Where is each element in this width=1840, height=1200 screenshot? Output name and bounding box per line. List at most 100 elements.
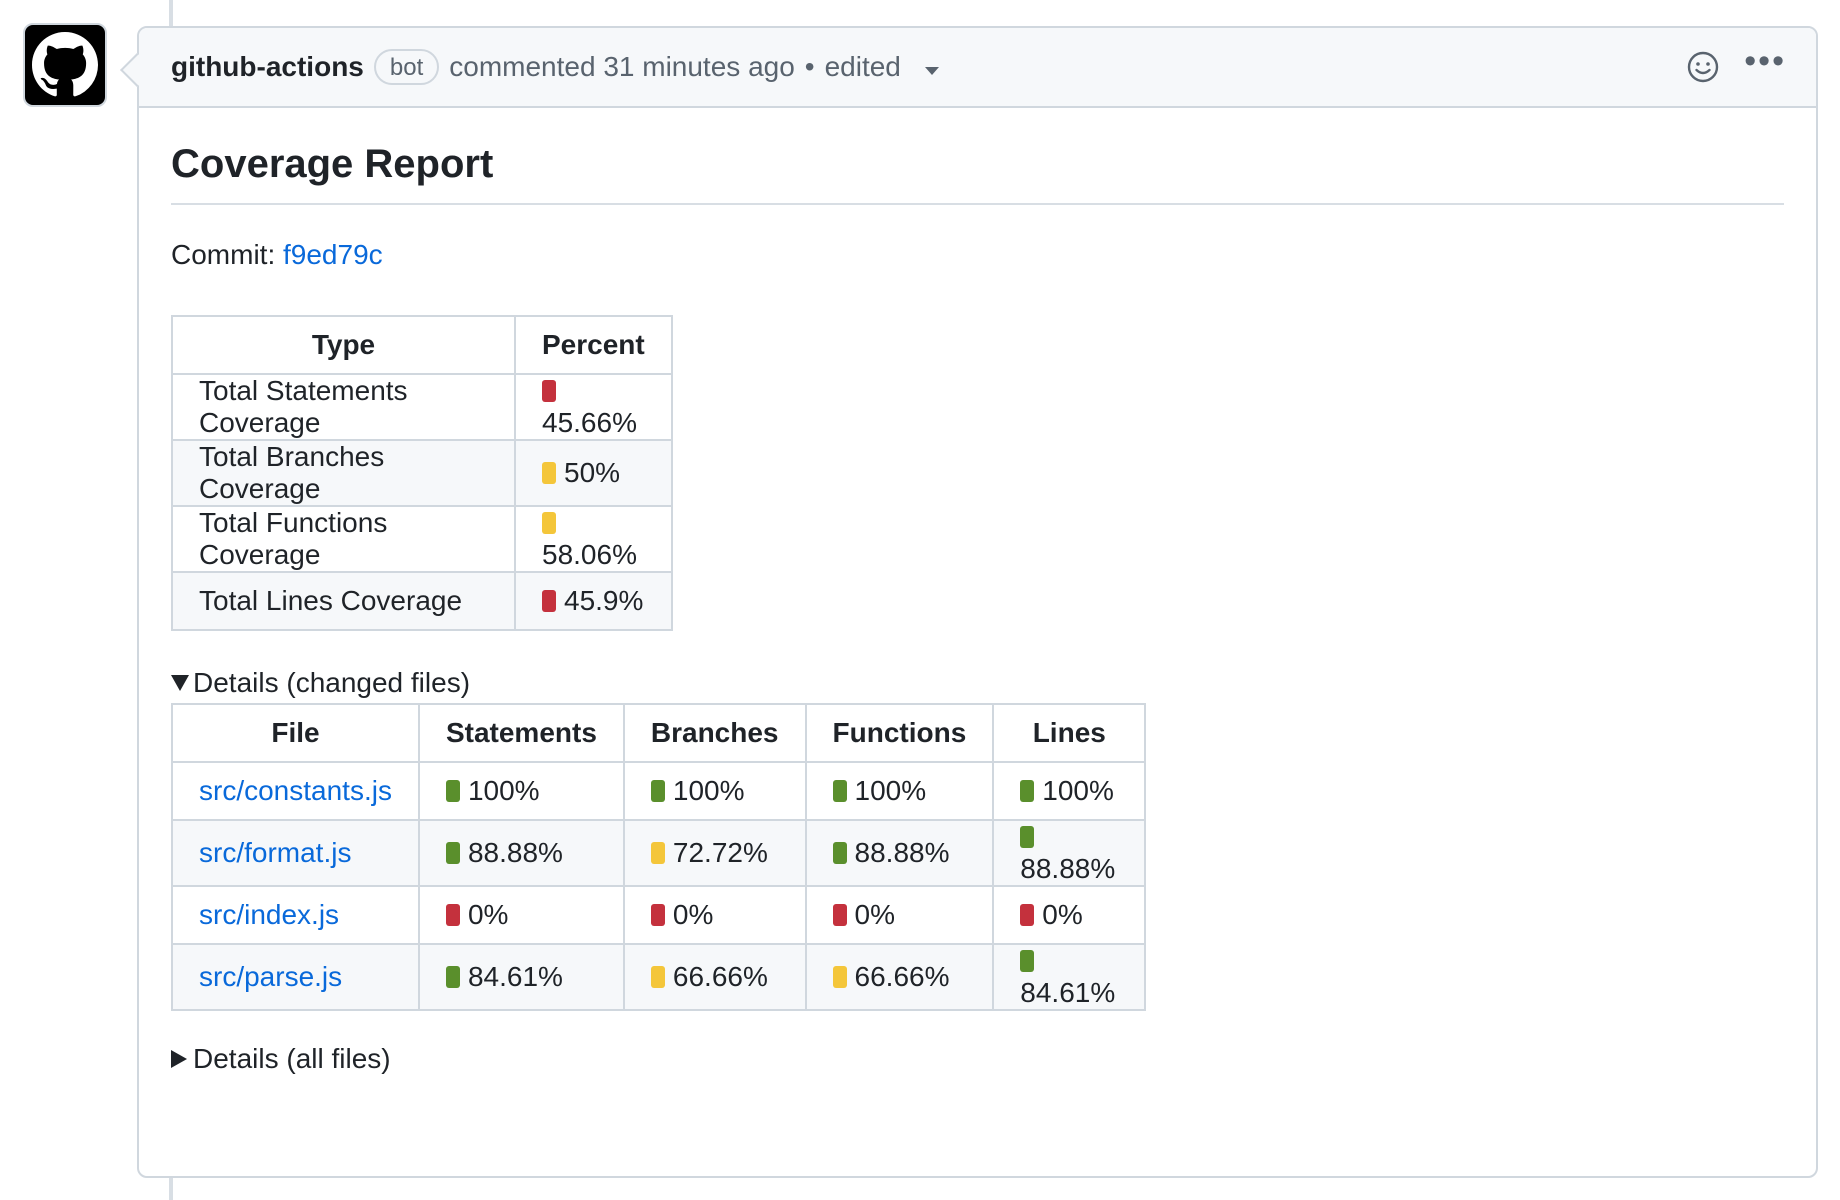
functions-cell: 88.88% [804, 819, 995, 887]
author-link[interactable]: github-actions [171, 51, 364, 82]
branches-cell: 100% [622, 761, 807, 821]
summary-table: Type Percent Total Statements Coverage 45… [171, 315, 673, 631]
commit-label: Commit: [171, 239, 283, 270]
coverage-percent: 45.9% [564, 585, 644, 616]
functions-cell: 66.66% [804, 943, 995, 1011]
file-cell: src/index.js [171, 885, 420, 945]
statements-value: 100% [467, 775, 540, 806]
triangle-right-icon [171, 1050, 187, 1068]
statements-cell: 0% [417, 885, 625, 945]
summary-row: Total Functions Coverage 58.06% [171, 505, 673, 573]
lines-value: 84.61% [1020, 977, 1116, 1008]
file-link[interactable]: src/index.js [199, 899, 340, 930]
lines-cell: 0% [992, 885, 1147, 945]
files-header-branches: Branches [622, 703, 807, 763]
summary-header-percent: Percent [514, 315, 673, 375]
branches-cell: 66.66% [622, 943, 807, 1011]
avatar[interactable] [23, 23, 107, 107]
status-square-yellow [650, 842, 665, 864]
status-square-green [445, 966, 460, 988]
report-title: Coverage Report [171, 108, 1784, 205]
details-all-label: Details (all files) [193, 1043, 391, 1074]
status-square-green [832, 842, 847, 864]
comment-body: Coverage Report Commit: f9ed79c Type Per… [139, 108, 1816, 1075]
statements-value: 0% [467, 899, 509, 930]
coverage-percent: 45.66% [542, 407, 637, 438]
branches-value: 66.66% [672, 961, 768, 992]
status-square-red [445, 904, 460, 926]
summary-row: Total Branches Coverage 50% [171, 439, 673, 507]
file-row: src/constants.js 100% 100% 100% 100% [171, 761, 1147, 821]
files-header-statements: Statements [417, 703, 625, 763]
details-changed-toggle[interactable]: Details (changed files) [171, 667, 1784, 699]
coverage-type: Total Lines Coverage [171, 571, 516, 631]
bot-badge: bot [373, 49, 440, 85]
file-link[interactable]: src/parse.js [199, 961, 343, 992]
summary-header-type: Type [171, 315, 516, 375]
lines-value: 88.88% [1020, 853, 1116, 884]
coverage-percent: 50% [564, 457, 621, 488]
edited-dropdown[interactable]: edited [825, 51, 939, 83]
file-link[interactable]: src/constants.js [199, 775, 392, 806]
branches-cell: 0% [622, 885, 807, 945]
functions-value: 66.66% [854, 961, 950, 992]
status-square-red [832, 904, 847, 926]
commit-line: Commit: f9ed79c [171, 239, 1784, 271]
comment-timestamp[interactable]: commented 31 minutes ago [449, 51, 795, 82]
coverage-type: Total Functions Coverage [171, 505, 516, 573]
kebab-horizontal-icon[interactable]: ••• [1744, 42, 1786, 80]
file-cell: src/constants.js [171, 761, 420, 821]
coverage-percent-cell: 58.06% [514, 505, 673, 573]
statements-value: 88.88% [467, 837, 563, 868]
status-square-yellow [832, 966, 847, 988]
details-changed-label: Details (changed files) [193, 667, 471, 698]
coverage-percent-cell: 45.9% [514, 571, 673, 631]
statements-cell: 84.61% [417, 943, 625, 1011]
functions-value: 88.88% [854, 837, 950, 868]
status-square-yellow [650, 966, 665, 988]
summary-header-row: Type Percent [171, 315, 673, 375]
status-square-green [1020, 780, 1035, 802]
statements-cell: 88.88% [417, 819, 625, 887]
summary-row: Total Statements Coverage 45.66% [171, 373, 673, 441]
details-all-toggle[interactable]: Details (all files) [171, 1043, 1784, 1075]
status-square-red [1020, 904, 1035, 926]
commit-link[interactable]: f9ed79c [283, 239, 383, 270]
functions-cell: 0% [804, 885, 995, 945]
changed-files-table: File Statements Branches Functions Lines… [171, 703, 1147, 1011]
status-square-green [650, 780, 665, 802]
file-link[interactable]: src/format.js [199, 837, 352, 868]
changed-files-body: src/constants.js 100% 100% 100% 100% src/form… [171, 761, 1147, 1011]
status-square-red [542, 590, 556, 612]
add-reaction-button[interactable] [1686, 50, 1720, 84]
functions-value: 100% [854, 775, 927, 806]
status-square-yellow [542, 512, 556, 534]
statements-cell: 100% [417, 761, 625, 821]
files-header-row: File Statements Branches Functions Lines [171, 703, 1147, 763]
coverage-type: Total Branches Coverage [171, 439, 516, 507]
coverage-percent-cell: 45.66% [514, 373, 673, 441]
status-square-green [445, 780, 460, 802]
coverage-percent-cell: 50% [514, 439, 673, 507]
triangle-down-icon [171, 675, 189, 691]
branches-value: 72.72% [672, 837, 768, 868]
github-mark-icon [32, 32, 98, 97]
file-row: src/format.js 88.88% 72.72% 88.88% 88.88% [171, 819, 1147, 887]
functions-value: 0% [854, 899, 895, 930]
coverage-percent: 58.06% [542, 539, 637, 570]
files-header-functions: Functions [804, 703, 995, 763]
file-cell: src/parse.js [171, 943, 420, 1011]
file-row: src/parse.js 84.61% 66.66% 66.66% 84.61% [171, 943, 1147, 1011]
statements-value: 84.61% [467, 961, 563, 992]
branches-value: 0% [672, 899, 714, 930]
summary-row: Total Lines Coverage 45.9% [171, 571, 673, 631]
branches-cell: 72.72% [622, 819, 807, 887]
lines-cell: 100% [992, 761, 1147, 821]
separator-dot: • [804, 51, 815, 82]
files-header-file: File [171, 703, 420, 763]
file-cell: src/format.js [171, 819, 420, 887]
comment-card: github-actions bot commented 31 minutes … [137, 26, 1818, 1178]
functions-cell: 100% [804, 761, 995, 821]
lines-value: 0% [1042, 899, 1083, 930]
